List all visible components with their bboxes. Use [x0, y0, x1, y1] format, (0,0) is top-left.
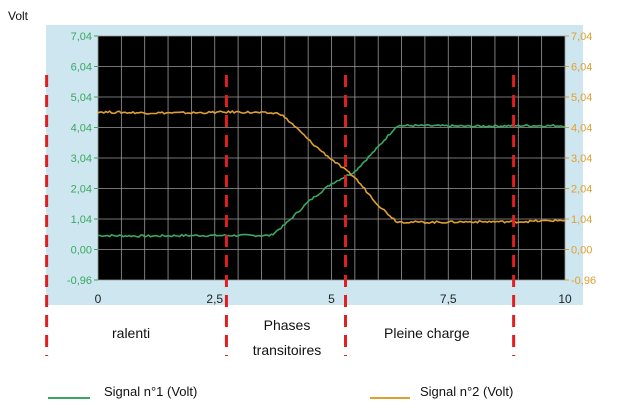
- series-lines: [97, 110, 566, 238]
- right-tick-label: 5,04: [571, 92, 592, 104]
- series-line-1: [97, 123, 566, 238]
- left-tick-label: 6,04: [71, 62, 92, 74]
- right-tick-label: -0,96: [571, 275, 596, 287]
- legend-label-signal-2: Signal n°2 (Volt): [420, 384, 513, 399]
- legend-label-signal-1: Signal n°1 (Volt): [104, 384, 197, 399]
- x-tick-labels: 0 2,5 5 7,5 10: [95, 292, 572, 306]
- phase-dividers: [45, 75, 516, 356]
- x-tick-label: 7,5: [440, 292, 457, 306]
- right-tick-label: 0,00: [571, 245, 592, 257]
- x-tick-label: 0: [95, 292, 102, 306]
- y-axis-label: Volt: [8, 9, 29, 23]
- x-tick-label: 10: [558, 292, 572, 306]
- left-tick-label: 3,04: [71, 153, 92, 165]
- phase-label-phases: Phases: [264, 317, 311, 333]
- x-tick-label: 5: [328, 292, 335, 306]
- phase-label-pleine-charge: Pleine charge: [384, 325, 470, 341]
- right-tick-label: 2,04: [571, 184, 592, 196]
- left-tick-label: -0,96: [67, 275, 92, 287]
- left-tick-label: 7,04: [71, 31, 92, 43]
- phase-label-transitoires: transitoires: [253, 342, 321, 358]
- right-tick-label: 6,04: [571, 62, 592, 74]
- left-tick-label: 4,04: [71, 123, 92, 135]
- grid: [97, 35, 566, 281]
- left-tick-label: 2,04: [71, 184, 92, 196]
- series-line-2: [97, 110, 566, 225]
- left-tick-label: 1,04: [71, 214, 92, 226]
- right-tick-label: 7,04: [571, 31, 592, 43]
- right-tick-label: 4,04: [571, 123, 592, 135]
- x-tick-label: 2,5: [206, 292, 223, 306]
- right-tick-labels: 7,04 6,04 5,04 4,04 3,04 2,04 1,04 0,00 -0,96: [565, 31, 596, 287]
- left-tick-labels: 7,04 6,04 5,04 4,04 3,04 2,04 1,04 0,00 -0,96: [67, 31, 98, 287]
- right-tick-label: 3,04: [571, 153, 592, 165]
- right-tick-label: 1,04: [571, 214, 592, 226]
- left-tick-label: 5,04: [71, 92, 92, 104]
- left-tick-label: 0,00: [71, 245, 92, 257]
- phase-label-ralenti: ralenti: [112, 325, 150, 341]
